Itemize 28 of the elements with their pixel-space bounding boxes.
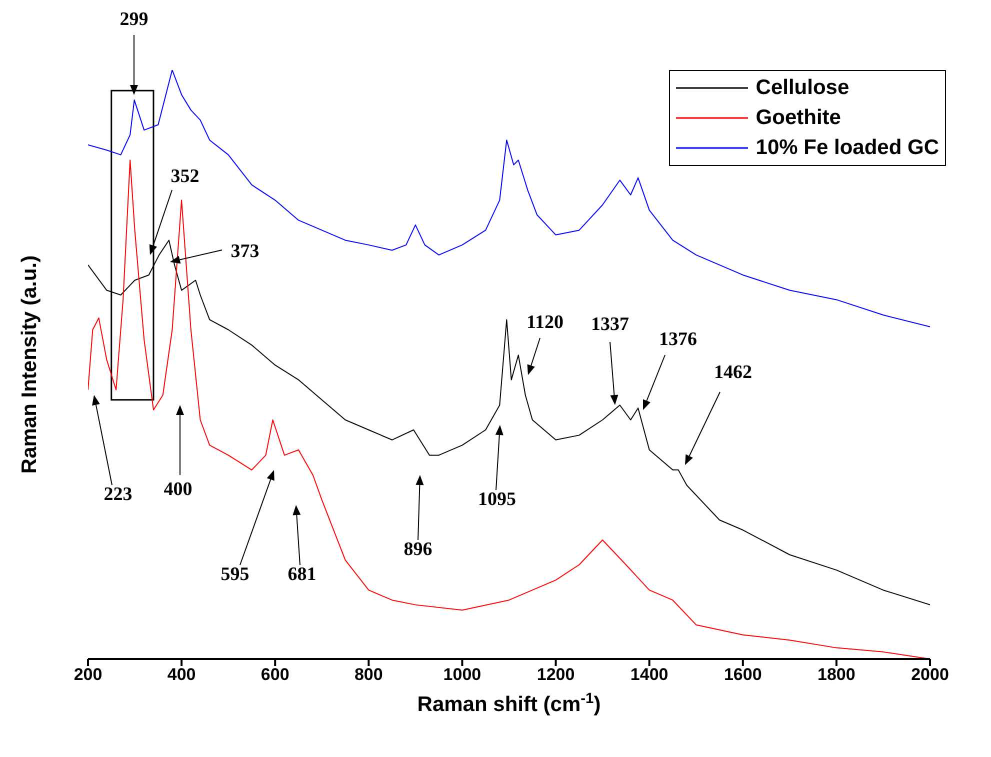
y-axis-title: Raman Intensity (a.u.): [18, 255, 41, 474]
annotation: 595: [220, 564, 250, 585]
x-axis-title: Raman shift (cm$^{-1}$): [417, 691, 601, 716]
x-tick-label: 1800: [818, 665, 856, 684]
x-tick-label: 600: [260, 665, 290, 684]
legend-label: 10% Fe loaded GC: [756, 136, 939, 160]
x-tick-label: 1400: [630, 665, 668, 684]
annotation: 1376: [659, 329, 697, 350]
x-tick-label: 400: [167, 665, 196, 684]
x-tick-label: 200: [74, 665, 102, 684]
annotation: 681: [288, 564, 316, 585]
x-tick-label: 800: [354, 665, 383, 684]
text: 299: [120, 9, 148, 30]
annotation: 1462: [714, 362, 752, 383]
legend-label: Cellulose: [756, 76, 850, 100]
legend-label: Goethite: [756, 106, 841, 130]
annotation: 1095: [478, 489, 516, 510]
annotation: 896: [404, 539, 432, 560]
x-tick-label: 1200: [536, 665, 575, 684]
x-tick-label: 1000: [443, 665, 482, 684]
annotation: 400: [164, 479, 192, 500]
annotation: 1337: [591, 314, 630, 335]
annotation: 1120: [526, 312, 564, 333]
annotation: 223: [104, 484, 132, 505]
x-tick-label: 2000: [911, 665, 949, 684]
annotation: 373: [230, 241, 260, 262]
x-tick-label: 1600: [724, 665, 762, 684]
annotation: 352: [170, 166, 200, 187]
